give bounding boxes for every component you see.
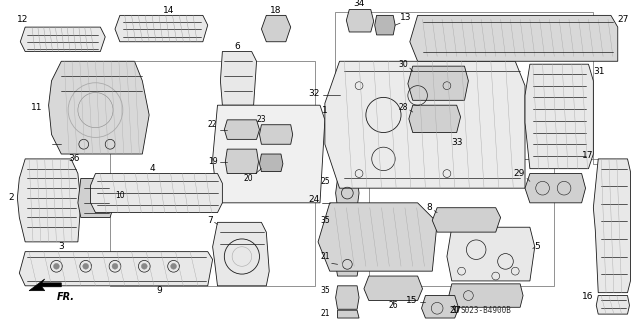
Bar xyxy=(369,159,554,286)
Text: 16: 16 xyxy=(582,292,593,301)
Text: 33: 33 xyxy=(451,138,463,147)
Text: 21: 21 xyxy=(320,252,330,261)
Text: 14: 14 xyxy=(163,6,174,15)
Text: 17: 17 xyxy=(582,152,593,160)
Polygon shape xyxy=(115,15,208,42)
Text: 10: 10 xyxy=(115,190,125,199)
Text: 20: 20 xyxy=(244,174,253,183)
Polygon shape xyxy=(17,159,81,242)
Polygon shape xyxy=(212,105,325,203)
Polygon shape xyxy=(261,15,291,42)
Polygon shape xyxy=(408,66,468,100)
Polygon shape xyxy=(346,10,374,32)
Polygon shape xyxy=(409,105,461,132)
Text: 19: 19 xyxy=(208,157,218,166)
Polygon shape xyxy=(422,296,459,318)
Text: 13: 13 xyxy=(400,13,412,22)
Text: 18: 18 xyxy=(270,6,282,15)
Polygon shape xyxy=(525,174,586,203)
Polygon shape xyxy=(212,222,269,286)
Polygon shape xyxy=(593,159,630,293)
Text: S023-B4900B: S023-B4900B xyxy=(461,306,511,315)
Text: 36: 36 xyxy=(68,154,80,163)
Text: 2: 2 xyxy=(9,193,15,203)
Polygon shape xyxy=(410,15,618,61)
Polygon shape xyxy=(91,174,222,212)
Text: 30: 30 xyxy=(398,60,408,69)
Text: 12: 12 xyxy=(17,15,29,24)
Bar xyxy=(593,159,598,164)
Text: 20: 20 xyxy=(450,306,460,315)
Polygon shape xyxy=(49,61,149,154)
Polygon shape xyxy=(29,279,61,291)
Circle shape xyxy=(141,263,147,269)
Polygon shape xyxy=(335,286,359,309)
Text: 15: 15 xyxy=(406,296,418,305)
Circle shape xyxy=(112,263,118,269)
Text: 29: 29 xyxy=(514,169,525,178)
Text: 8: 8 xyxy=(426,203,432,212)
Text: 21: 21 xyxy=(320,309,330,318)
Polygon shape xyxy=(259,125,292,144)
Polygon shape xyxy=(596,296,630,314)
Text: 22: 22 xyxy=(208,120,218,129)
Text: 37: 37 xyxy=(452,306,461,315)
Text: 1: 1 xyxy=(322,106,328,115)
Polygon shape xyxy=(259,154,283,172)
Text: 34: 34 xyxy=(353,0,365,8)
Text: 35: 35 xyxy=(320,216,330,225)
Text: 5: 5 xyxy=(535,242,541,251)
Polygon shape xyxy=(335,178,359,208)
Text: 3: 3 xyxy=(58,242,64,251)
Circle shape xyxy=(83,263,88,269)
Text: 35: 35 xyxy=(320,286,330,295)
Polygon shape xyxy=(447,227,535,281)
Text: 31: 31 xyxy=(593,67,605,76)
Text: 32: 32 xyxy=(308,89,320,98)
Polygon shape xyxy=(374,15,395,35)
Text: 11: 11 xyxy=(31,103,43,112)
Polygon shape xyxy=(337,310,359,318)
Circle shape xyxy=(171,263,177,269)
Polygon shape xyxy=(335,218,359,242)
Circle shape xyxy=(54,263,60,269)
Text: 27: 27 xyxy=(618,15,629,24)
Polygon shape xyxy=(20,27,105,51)
Polygon shape xyxy=(78,178,113,218)
Polygon shape xyxy=(325,61,525,188)
Bar xyxy=(335,12,593,159)
Text: 26: 26 xyxy=(388,301,398,310)
Polygon shape xyxy=(364,276,422,300)
Bar xyxy=(110,61,315,286)
Polygon shape xyxy=(225,149,259,174)
Polygon shape xyxy=(19,252,212,286)
Text: 23: 23 xyxy=(257,115,266,124)
Text: FR.: FR. xyxy=(56,292,74,302)
Polygon shape xyxy=(318,203,437,271)
Text: 28: 28 xyxy=(398,103,408,112)
Polygon shape xyxy=(225,120,259,139)
Text: 25: 25 xyxy=(320,177,330,186)
Text: 24: 24 xyxy=(308,196,320,204)
Polygon shape xyxy=(449,284,523,307)
Polygon shape xyxy=(432,208,500,232)
Polygon shape xyxy=(335,252,359,276)
Polygon shape xyxy=(220,51,257,105)
Text: 9: 9 xyxy=(156,286,162,295)
Polygon shape xyxy=(525,64,593,169)
Text: 6: 6 xyxy=(234,42,240,51)
Text: 4: 4 xyxy=(149,164,155,173)
Text: 7: 7 xyxy=(207,216,212,225)
